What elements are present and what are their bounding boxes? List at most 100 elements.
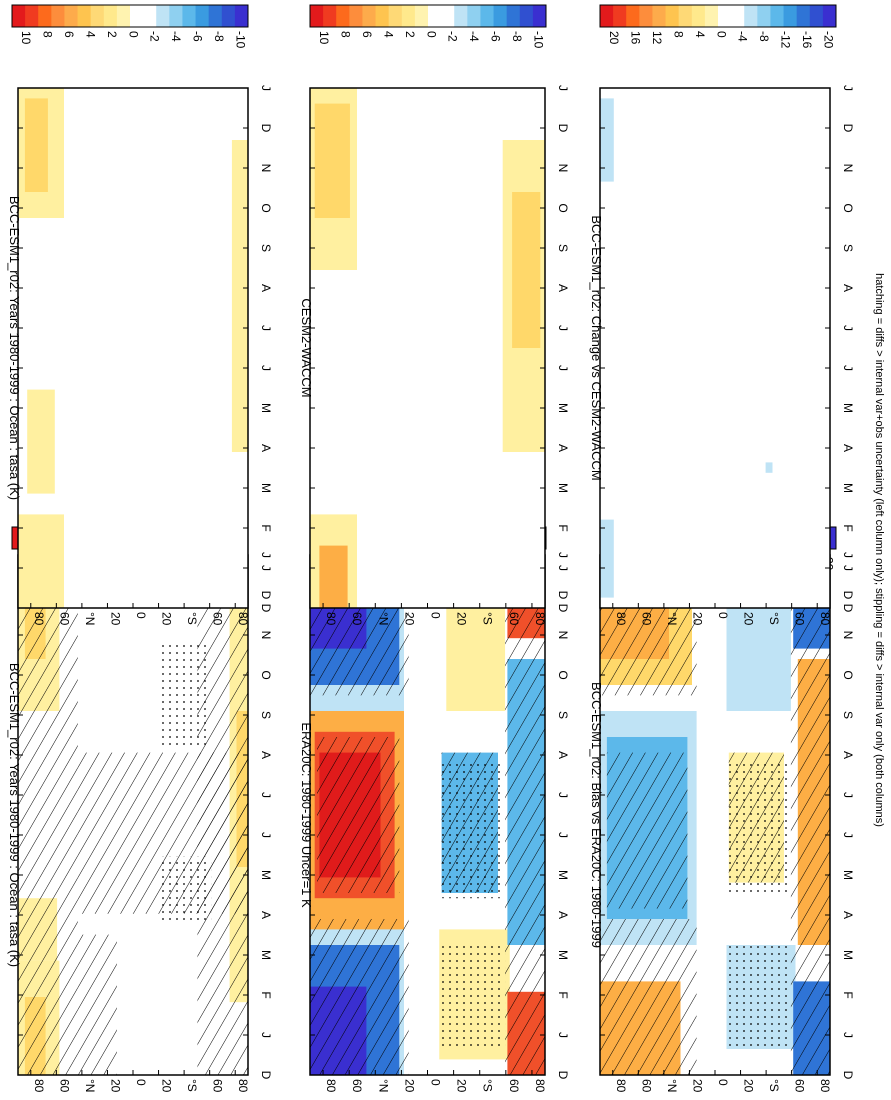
x-tick-label: M	[556, 403, 570, 413]
colorbar-label: -20	[822, 31, 836, 49]
x-tick-label: A	[841, 284, 855, 292]
x-tick-label: A	[556, 284, 570, 292]
y-tick-label: 60	[211, 612, 225, 626]
x-tick-label: J	[556, 565, 570, 571]
contour-region	[512, 192, 541, 348]
x-tick-label: J	[556, 1032, 570, 1038]
colorbar-label: 4	[381, 31, 395, 38]
x-tick-label: D	[556, 1071, 570, 1080]
colorbar-cell	[388, 5, 403, 27]
x-tick-label: M	[259, 403, 273, 413]
colorbar-cell	[182, 5, 197, 27]
colorbar-cell	[626, 5, 640, 27]
colorbar-cell	[414, 5, 429, 27]
hatching-region	[606, 752, 688, 909]
colorbar-label: -6	[191, 31, 205, 42]
y-tick-label: 80	[324, 1079, 338, 1093]
y-tick-label: 80	[533, 1079, 547, 1093]
y-tick-label: 80	[533, 612, 547, 626]
x-tick-label: J	[259, 85, 273, 91]
x-tick-label: J	[841, 832, 855, 838]
contour-fills	[310, 88, 545, 608]
y-tick-label: °S	[767, 612, 781, 625]
stippling-region	[439, 945, 506, 1049]
colorbar-cell	[349, 5, 363, 27]
x-tick-label: J	[556, 365, 570, 371]
colorbar-label: -8	[212, 31, 226, 42]
y-tick-label: 60	[639, 612, 653, 626]
panel-5: 80 60 °N 20 0 20 °S 60 80 D J F M A M J J A S O N D J BCC-ESM1_…	[589, 526, 855, 1093]
colorbar-cell	[467, 5, 481, 27]
y-tick-label: 0	[716, 612, 730, 619]
y-tick-label: 20	[402, 612, 416, 626]
colorbar-label: -6	[489, 31, 503, 42]
colorbar-cell	[362, 5, 377, 27]
colorbar-label: 6	[62, 31, 76, 38]
x-tick-label: O	[556, 670, 570, 679]
y-tick-label: 60	[57, 612, 71, 626]
x-tick-label: J	[841, 1032, 855, 1038]
x-tick-label: A	[259, 444, 273, 452]
panel-title: ERA20C: 1980-1999 Uncer=1 K	[299, 722, 314, 908]
colorbar-label: 2	[105, 31, 119, 38]
colorbar-cell	[103, 5, 118, 27]
x-tick-label: J	[259, 832, 273, 838]
colorbar-cell	[493, 5, 508, 27]
x-tick-label: S	[556, 244, 570, 252]
panel-title: BCC-ESM1_r02: Bias vs ERA20C: 1980-1999	[589, 682, 604, 948]
x-tick-label: J	[556, 552, 570, 558]
x-tick-label: M	[841, 403, 855, 413]
x-tick-label: S	[259, 711, 273, 719]
y-tick-label: 20	[690, 612, 704, 626]
y-tick-label: 20	[402, 1079, 416, 1093]
colorbar-cell	[506, 5, 521, 27]
colorbar-cell	[130, 5, 144, 27]
x-tick-label: N	[556, 631, 570, 640]
contour-region	[600, 98, 614, 182]
colorbar-cell	[480, 5, 495, 27]
colorbar-cell	[208, 5, 223, 27]
contour-region	[24, 98, 48, 192]
colorbar-cell	[90, 5, 105, 27]
x-tick-label: O	[259, 203, 273, 212]
colorbar-label: 8	[338, 31, 352, 38]
colorbar-label: 6	[360, 31, 374, 38]
y-tick-label: 60	[793, 1079, 807, 1093]
x-tick-label: D	[841, 1071, 855, 1080]
x-tick-label: D	[556, 124, 570, 133]
colorbar-cell	[757, 5, 771, 27]
x-tick-label: F	[556, 991, 570, 998]
x-tick-label: M	[841, 950, 855, 960]
y-tick-label: °N	[83, 612, 97, 625]
x-tick-label: D	[259, 591, 273, 600]
x-tick-label: F	[556, 524, 570, 531]
y-tick-label: 60	[507, 612, 521, 626]
colorbar-label: -8	[757, 31, 771, 42]
hatching-region	[317, 737, 400, 893]
y-tick-label: 20	[455, 612, 469, 626]
x-tick-label: N	[259, 164, 273, 173]
colorbar-label: -2	[446, 31, 460, 42]
colorbar-cell	[51, 5, 65, 27]
y-tick-label: °S	[481, 1079, 495, 1092]
colorbar-cell	[234, 5, 249, 27]
y-tick-label: 20	[690, 1079, 704, 1093]
colorbar-cell	[744, 5, 758, 27]
y-tick-label: 20	[742, 612, 756, 626]
x-tick-label: J	[841, 792, 855, 798]
hatching-region	[197, 555, 248, 1075]
colorbar-cell	[822, 5, 837, 27]
contour-region	[726, 607, 791, 711]
x-tick-label: S	[841, 244, 855, 252]
y-tick-label: °N	[376, 612, 390, 625]
contour-region	[231, 140, 248, 452]
colorbar-cell	[77, 5, 92, 27]
colorbar-label: -10	[532, 31, 546, 49]
colorbar-frame	[309, 4, 547, 28]
colorbar-label: 10	[19, 31, 33, 45]
x-tick-label: M	[259, 483, 273, 493]
colorbar-label: -4	[169, 31, 183, 42]
